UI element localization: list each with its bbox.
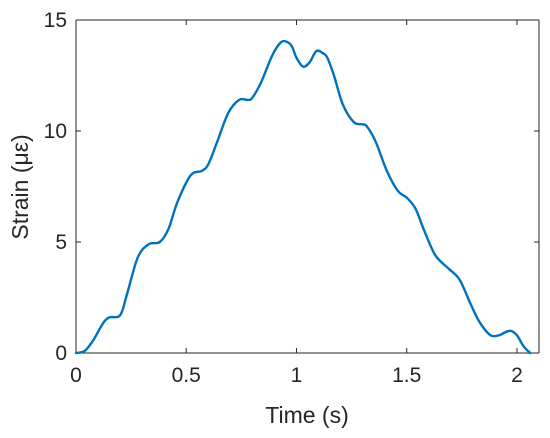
series-layer [74, 39, 532, 355]
series-line-strain [74, 39, 532, 355]
ticks: 0 0.5 1 1.5 2 0 5 10 15 [44, 9, 539, 387]
axes [75, 19, 540, 354]
x-tick-label: 0 [70, 364, 82, 387]
x-tick-label: 0.5 [172, 364, 201, 387]
x-tick-label: 1 [291, 364, 303, 387]
y-axis-label: Strain (με) [7, 134, 33, 239]
x-tick-label: 1.5 [392, 364, 421, 387]
y-tick-label: 5 [55, 231, 67, 254]
y-tick-label: 15 [44, 9, 67, 32]
y-tick-label: 10 [44, 120, 67, 143]
x-tick-label: 2 [511, 364, 523, 387]
x-axis-label: Time (s) [265, 402, 348, 428]
y-tick-label: 0 [55, 342, 67, 365]
